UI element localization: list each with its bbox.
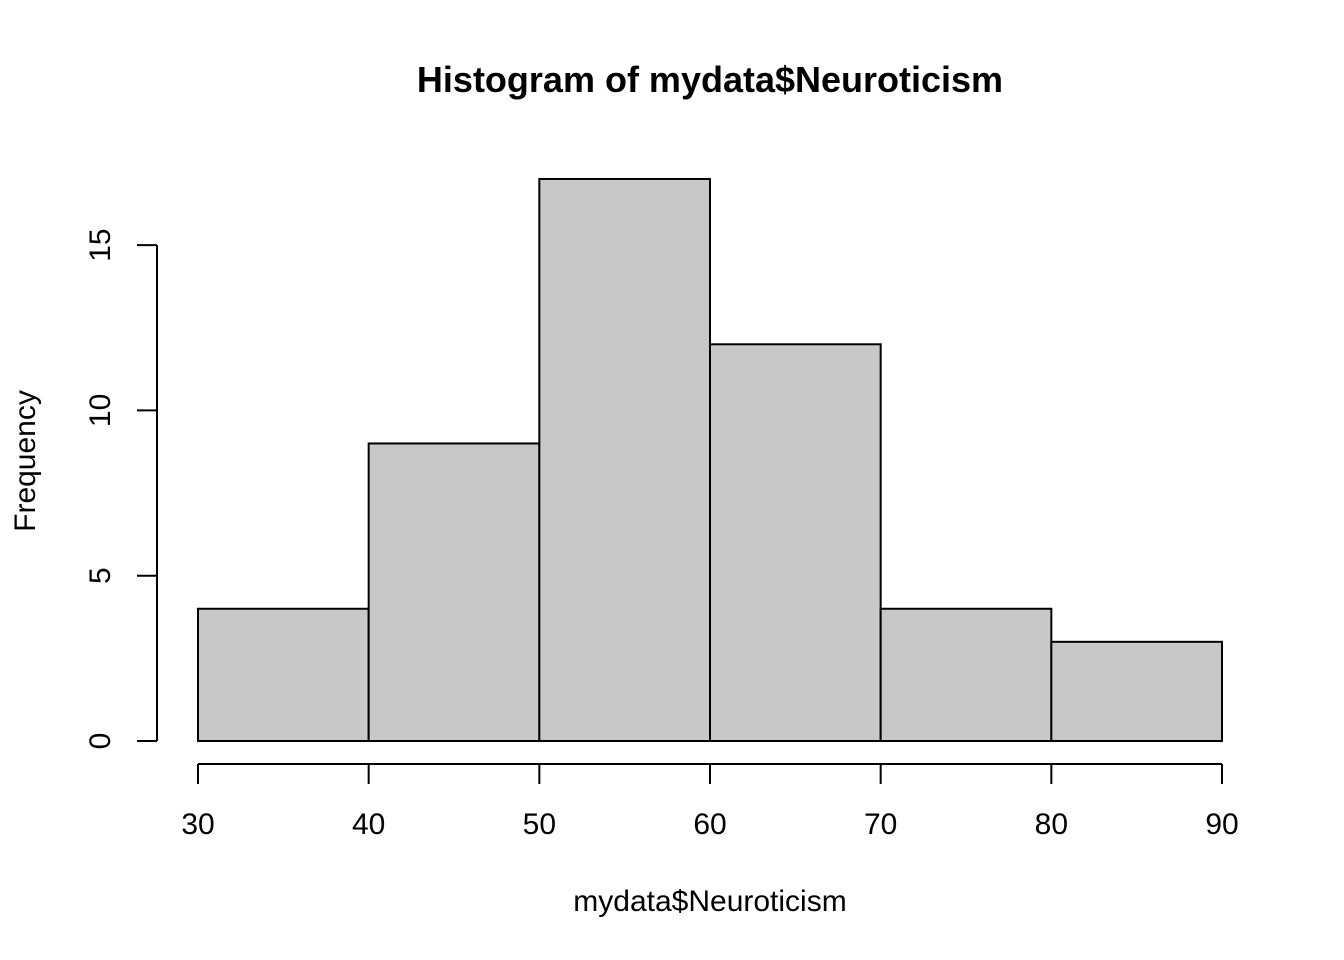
x-axis-label: mydata$Neuroticism: [573, 885, 846, 918]
chart-title: Histogram of mydata$Neuroticism: [417, 59, 1003, 100]
histogram-bar-80-90: [1050, 640, 1224, 743]
histogram-bar-40-50: [367, 442, 541, 742]
y-tick-label: 5: [84, 567, 117, 584]
x-tick-label: 30: [181, 808, 214, 841]
x-tick-label: 90: [1205, 808, 1238, 841]
histogram-bar-50-60: [538, 177, 711, 743]
x-tick-label: 40: [352, 808, 385, 841]
x-tick-label: 60: [693, 808, 726, 841]
y-tick-label: 10: [84, 394, 117, 427]
y-axis-label: Frequency: [9, 390, 42, 532]
x-tick-label: 70: [864, 808, 897, 841]
bars-group: [197, 177, 1224, 743]
y-axis: 0 5 10 15: [84, 228, 158, 750]
x-axis: 30 40 50 60 70 80 90: [181, 763, 1239, 841]
histogram-bar-70-80: [879, 607, 1053, 743]
histogram-bar-30-40: [197, 607, 370, 743]
x-tick-label: 80: [1035, 808, 1068, 841]
histogram-bar-60-70: [709, 343, 882, 742]
x-tick-label: 50: [523, 808, 556, 841]
y-tick-label: 15: [84, 228, 117, 261]
y-tick-label: 0: [84, 733, 117, 750]
